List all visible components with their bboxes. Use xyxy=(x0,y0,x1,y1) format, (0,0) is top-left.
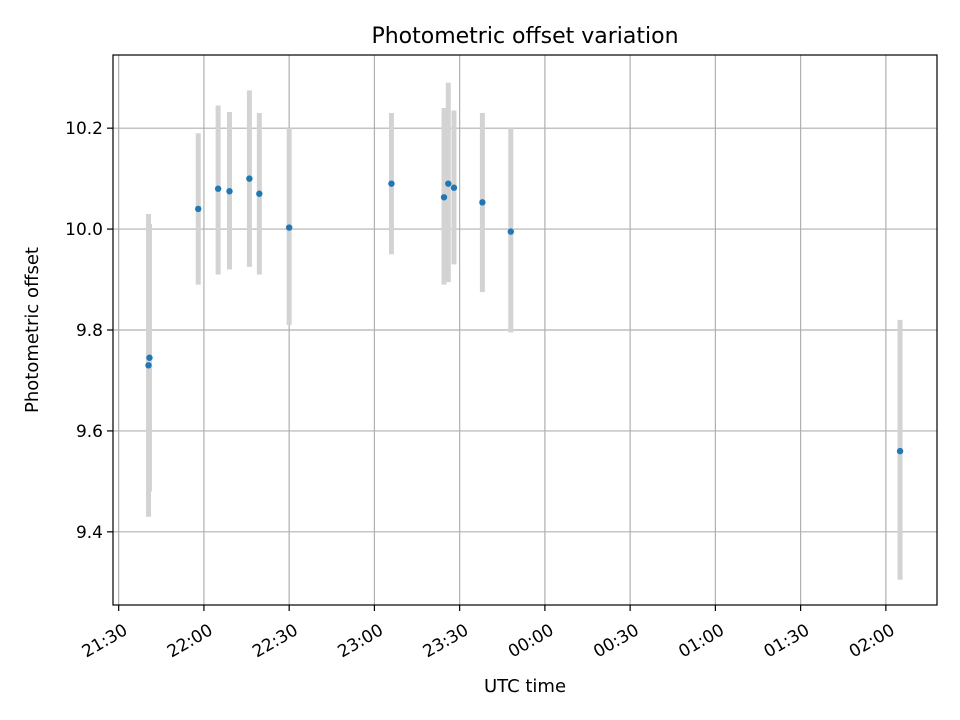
data-point xyxy=(479,199,486,206)
data-point xyxy=(450,184,458,191)
y-tick-label: 9.4 xyxy=(76,523,103,543)
data-point-layer xyxy=(145,175,904,455)
data-point xyxy=(146,354,153,361)
chart-title: Photometric offset variation xyxy=(371,24,678,49)
data-point xyxy=(285,224,293,231)
data-point xyxy=(195,205,202,213)
data-point xyxy=(440,194,448,201)
x-axis-label: UTC time xyxy=(484,676,566,697)
y-tick-label: 10.0 xyxy=(65,220,103,240)
grid-layer xyxy=(113,55,937,605)
data-point xyxy=(214,185,222,192)
data-point xyxy=(896,447,904,455)
data-point xyxy=(507,228,514,235)
y-tick-label: 9.6 xyxy=(76,422,103,442)
y-axis-label: Photometric offset xyxy=(22,247,43,413)
data-point xyxy=(256,190,263,197)
data-point xyxy=(246,175,253,182)
data-point xyxy=(445,180,452,187)
y-tick-label: 10.2 xyxy=(65,119,103,139)
data-point xyxy=(145,362,152,369)
data-point xyxy=(226,188,233,195)
y-tick-label: 9.8 xyxy=(76,321,103,341)
data-point xyxy=(388,180,395,187)
